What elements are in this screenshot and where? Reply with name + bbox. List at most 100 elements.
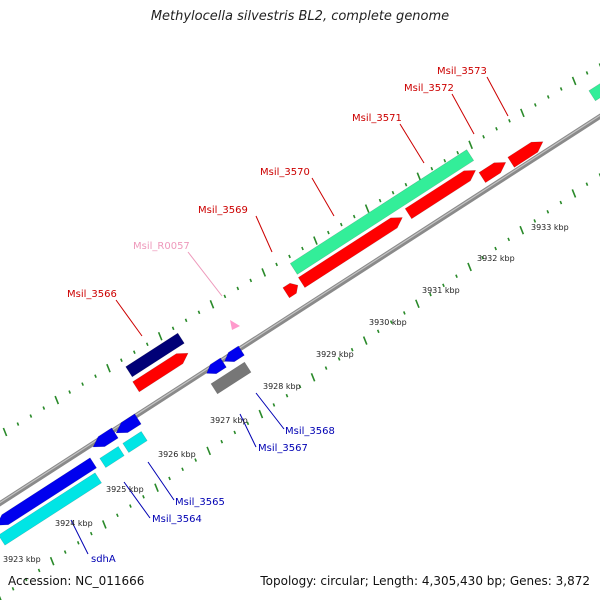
inner-ring-tick bbox=[481, 255, 484, 260]
inner-ring-tick bbox=[89, 531, 93, 536]
inner-ring-tick bbox=[63, 550, 67, 554]
outer-ring-tick bbox=[223, 294, 227, 299]
gene-label-msil-3571[interactable]: Msil_3571 bbox=[352, 113, 402, 124]
cds-spring-edge-shape bbox=[588, 82, 600, 102]
inner-ring-tick bbox=[129, 504, 132, 508]
outer-ring-tick bbox=[352, 214, 356, 219]
cds-reverse-3-shape bbox=[115, 413, 142, 434]
connector-line bbox=[486, 76, 509, 117]
outer-ring-tick bbox=[288, 254, 291, 259]
cds-spring-edge bbox=[588, 82, 600, 102]
gene-label-msil-3568[interactable]: Msil_3568 bbox=[285, 426, 335, 437]
outer-ring-tick bbox=[171, 326, 175, 331]
outer-ring-tick bbox=[236, 286, 240, 291]
gene-label-msil-3564[interactable]: Msil_3564 bbox=[152, 514, 202, 525]
gene-label-msil-3572[interactable]: Msil_3572 bbox=[404, 83, 454, 94]
gene-label-msil-r0057[interactable]: Msil_R0057 bbox=[133, 241, 190, 252]
connector-line bbox=[399, 123, 425, 164]
cds-reverse-1 bbox=[0, 457, 97, 526]
outer-ring-tick bbox=[54, 395, 60, 405]
gene-label-msil-3569[interactable]: Msil_3569 bbox=[198, 205, 248, 216]
tick-label-3926: 3926 kbp bbox=[158, 450, 196, 459]
gene-label-msil-3567[interactable]: Msil_3567 bbox=[258, 443, 308, 454]
cds-forward-msil-3569-shape bbox=[297, 217, 403, 288]
outer-ring-tick bbox=[430, 166, 434, 171]
inner-ring-tick bbox=[310, 373, 316, 382]
inner-ring-tick bbox=[389, 320, 393, 324]
inner-ring-tick bbox=[585, 182, 589, 186]
inner-dotted-ring bbox=[0, 173, 600, 600]
inner-ring-tick bbox=[403, 311, 406, 315]
tick-label-3925: 3925 kbp bbox=[106, 485, 144, 494]
outer-ring-tick bbox=[339, 222, 343, 227]
inner-ring-tick bbox=[494, 246, 497, 251]
gene-label-msil-3565[interactable]: Msil_3565 bbox=[175, 497, 225, 508]
cds-spring-msil-3570-shape bbox=[289, 149, 475, 275]
cds-reverse-1-shape bbox=[0, 457, 97, 526]
outer-ring-tick bbox=[416, 172, 422, 181]
inner-ring-tick bbox=[0, 595, 2, 600]
outer-ring-tick bbox=[94, 374, 97, 378]
tick-label-3931: 3931 kbp bbox=[422, 286, 460, 295]
outer-ring-tick bbox=[301, 246, 304, 251]
tick-label-3923: 3923 kbp bbox=[3, 555, 41, 564]
outer-ring-tick bbox=[571, 76, 577, 86]
outer-ring-tick bbox=[508, 119, 511, 123]
inner-ring-tick bbox=[442, 283, 445, 288]
gene-label-msil-3573[interactable]: Msil_3573 bbox=[437, 66, 487, 77]
inner-ring-tick bbox=[337, 357, 341, 361]
outer-ring-tick bbox=[443, 158, 447, 163]
inner-ring-tick bbox=[571, 189, 577, 198]
connector-line bbox=[311, 177, 335, 217]
cds-reverse-msil-3568 bbox=[224, 345, 245, 362]
inner-ring-tick bbox=[194, 458, 197, 462]
cds-reverse-msil-3567 bbox=[206, 357, 227, 374]
cds-cyan-3 bbox=[122, 431, 148, 453]
genome-backbone-highlight bbox=[0, 114, 600, 504]
gene-label-msil-3570[interactable]: Msil_3570 bbox=[260, 167, 310, 178]
cds-forward-msil-3572-shape bbox=[478, 162, 507, 183]
outer-ring-tick bbox=[133, 350, 136, 355]
inner-ring-tick bbox=[519, 225, 525, 235]
outer-ring-tick bbox=[184, 318, 188, 323]
inner-ring-tick bbox=[362, 336, 368, 345]
gene-label-msil-3566[interactable]: Msil_3566 bbox=[67, 289, 117, 300]
inner-ring-tick bbox=[324, 366, 328, 370]
connector-line bbox=[187, 251, 223, 297]
inner-ring-tick bbox=[429, 292, 432, 297]
inner-ring-tick bbox=[24, 577, 28, 582]
inner-ring-tick bbox=[142, 495, 145, 499]
cds-cyan-3-shape bbox=[122, 431, 148, 453]
outer-ring-tick bbox=[145, 342, 149, 347]
inner-ring-tick bbox=[181, 467, 184, 472]
inner-ring-tick bbox=[272, 403, 276, 407]
inner-ring-tick bbox=[220, 439, 224, 444]
outer-ring-tick bbox=[197, 310, 201, 315]
outer-ring-tick bbox=[546, 95, 550, 99]
cds-forward-msil-3572 bbox=[478, 162, 507, 183]
inner-ring-tick bbox=[455, 274, 458, 278]
outer-ring-tick bbox=[261, 268, 267, 277]
gene-label-sdha[interactable]: sdhA bbox=[91, 554, 116, 565]
tick-label-3927: 3927 kbp bbox=[210, 416, 248, 425]
feature-track bbox=[0, 82, 600, 546]
accession-text: Accession: NC_011666 bbox=[8, 574, 145, 588]
inner-ring-tick bbox=[37, 568, 41, 573]
tick-label-3929: 3929 kbp bbox=[316, 350, 354, 359]
inner-ring-tick bbox=[507, 237, 511, 242]
outer-ring-tick bbox=[29, 414, 33, 418]
cds-spring-msil-3570 bbox=[289, 149, 475, 275]
outer-ring-tick bbox=[81, 382, 84, 386]
cds-cyan-1-shape bbox=[0, 472, 102, 546]
cds-forward-msil-3569 bbox=[297, 217, 403, 288]
inner-ring-tick bbox=[168, 476, 171, 481]
cds-gray-shape bbox=[210, 361, 252, 395]
outer-ring-tick bbox=[313, 236, 318, 245]
outer-ring-tick bbox=[157, 331, 163, 341]
tick-label-3928: 3928 kbp bbox=[263, 382, 301, 391]
inner-ring-tick bbox=[154, 483, 159, 492]
outer-ring-tick bbox=[482, 135, 485, 139]
cds-reverse-2-shape bbox=[92, 427, 119, 448]
outer-ring-tick bbox=[520, 108, 525, 118]
connector-line bbox=[239, 413, 257, 448]
